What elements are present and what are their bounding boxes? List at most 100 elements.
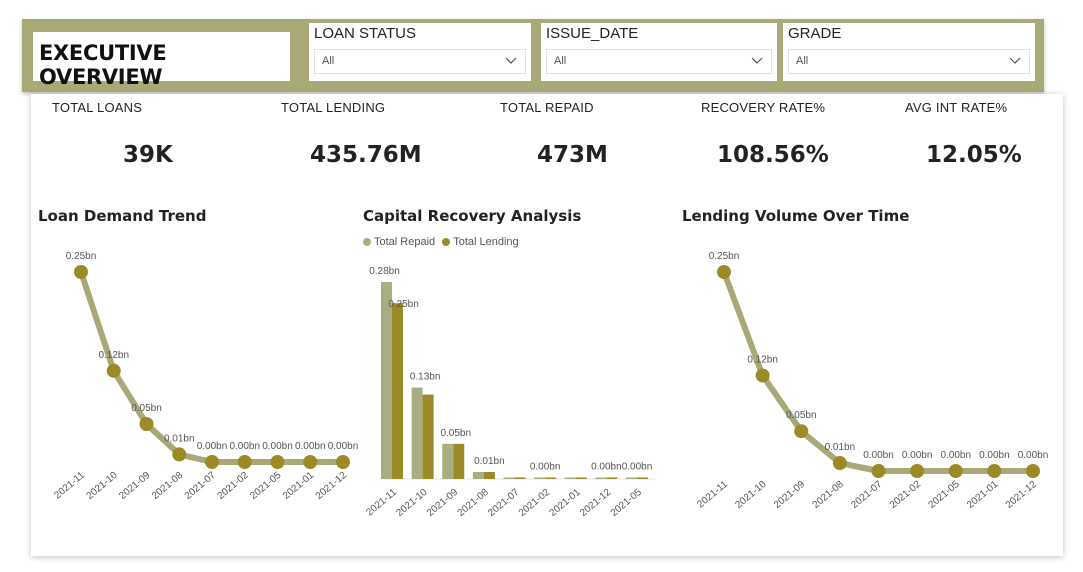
data-point[interactable]: [948, 464, 963, 478]
data-point[interactable]: [1026, 464, 1040, 478]
x-tick-label: 2021-07: [849, 479, 885, 511]
legend-item-total-repaid[interactable]: Total Repaid: [363, 236, 435, 248]
chevron-down-icon[interactable]: [1008, 53, 1022, 67]
data-label: 0.00bn: [1018, 450, 1049, 461]
data-point[interactable]: [139, 417, 154, 431]
x-tick-label: 2021-01: [281, 470, 317, 502]
data-label: 0.25bn: [66, 251, 97, 262]
x-tick-label: 2021-02: [888, 479, 924, 511]
bar[interactable]: [606, 477, 618, 480]
bar[interactable]: [564, 477, 576, 480]
bar[interactable]: [595, 477, 607, 480]
data-point[interactable]: [987, 464, 1002, 478]
grade-label: GRADE: [788, 25, 842, 42]
x-tick-label: 2021-05: [609, 487, 645, 519]
data-point[interactable]: [794, 424, 809, 439]
data-label: 0.00bn: [328, 441, 359, 452]
data-label: 0.00bn: [979, 450, 1010, 461]
kpi-avg-int-rate-value: 12.05%: [926, 142, 1022, 168]
issue-date-dropdown[interactable]: All: [546, 49, 772, 74]
x-tick-label: 2021-11: [364, 487, 399, 519]
data-label: 0.00bn: [591, 462, 622, 473]
kpi-total-lending-label: TOTAL LENDING: [281, 100, 386, 115]
x-tick-label: 2021-01: [965, 479, 1001, 511]
x-tick-label: 2021-05: [248, 470, 284, 502]
loan-demand-trend-chart: 0.25bn 2021-11 0.12bn 2021-10 0.05bn 2021-09 0…: [52, 251, 359, 502]
data-label: 0.00bn: [229, 441, 260, 452]
loan-status-dropdown[interactable]: All: [314, 49, 526, 74]
legend-item-total-lending[interactable]: Total Lending: [442, 236, 519, 248]
bar[interactable]: [411, 387, 423, 479]
data-label: 0.12bn: [98, 350, 129, 361]
x-tick-label: 2021-08: [150, 470, 186, 502]
data-point[interactable]: [717, 265, 731, 279]
grade-dropdown[interactable]: All: [788, 49, 1030, 74]
data-label: 0.00bn: [622, 462, 653, 473]
data-point[interactable]: [910, 464, 925, 478]
loan-status-value: All: [322, 55, 335, 67]
data-point[interactable]: [871, 464, 886, 478]
legend-label: Total Repaid: [374, 236, 436, 248]
title-box: EXECUTIVE OVERVIEW: [33, 32, 290, 89]
data-point[interactable]: [172, 447, 187, 462]
data-point[interactable]: [832, 456, 847, 471]
data-point[interactable]: [205, 455, 219, 469]
data-label: 0.00bn: [902, 450, 933, 461]
data-point[interactable]: [270, 455, 285, 469]
bar[interactable]: [545, 477, 557, 480]
x-tick-label: 2021-12: [578, 487, 614, 519]
bar[interactable]: [534, 477, 546, 480]
capital-recovery-title: Capital Recovery Analysis: [363, 207, 582, 225]
bar[interactable]: [575, 477, 587, 480]
data-label: 0.00bn: [295, 441, 326, 452]
x-tick-label: 2021-08: [456, 487, 492, 519]
x-tick-label: 2021-09: [425, 487, 461, 519]
x-tick-label: 2021-08: [811, 479, 847, 511]
bar[interactable]: [514, 477, 526, 480]
grade-value: All: [796, 55, 809, 67]
chevron-down-icon[interactable]: [750, 53, 764, 67]
kpi-total-repaid-label: TOTAL REPAID: [500, 100, 594, 115]
capital-recovery-chart: 2021-112021-102021-092021-082021-072021-…: [364, 266, 655, 519]
data-label: 0.01bn: [164, 433, 195, 444]
bar[interactable]: [637, 477, 648, 480]
x-tick-label: 2021-07: [183, 470, 219, 502]
data-label: 0.25bn: [388, 299, 419, 310]
data-label: 0.12bn: [747, 354, 778, 365]
bar[interactable]: [381, 282, 392, 479]
series-line: [78, 269, 346, 465]
issue-date-value: All: [554, 55, 567, 67]
x-tick-label: 2021-09: [117, 470, 153, 502]
bar[interactable]: [442, 443, 454, 479]
legend-label: Total Lending: [453, 236, 519, 248]
data-point[interactable]: [106, 363, 121, 378]
data-point[interactable]: [336, 455, 350, 469]
x-tick-label: 2021-05: [926, 479, 962, 511]
data-point[interactable]: [755, 368, 770, 383]
bar[interactable]: [503, 477, 515, 480]
x-tick-label: 2021-12: [1004, 479, 1040, 511]
bar[interactable]: [422, 394, 434, 479]
data-point[interactable]: [74, 265, 88, 279]
kpi-recovery-rate-value: 108.56%: [717, 142, 829, 168]
bar[interactable]: [392, 303, 403, 479]
data-label: 0.00bn: [940, 450, 971, 461]
issue-date-label: ISSUE_DATE: [546, 25, 639, 42]
data-label: 0.28bn: [369, 266, 400, 277]
data-point[interactable]: [237, 455, 252, 469]
bar[interactable]: [626, 477, 637, 480]
data-point[interactable]: [303, 455, 318, 469]
kpi-total-loans-value: 39K: [123, 142, 173, 168]
kpi-total-loans-label: TOTAL LOANS: [52, 100, 143, 115]
chevron-down-icon[interactable]: [504, 53, 518, 67]
grade-slicer: GRADE All: [783, 23, 1035, 81]
bar[interactable]: [472, 471, 484, 479]
data-label: 0.00bn: [863, 450, 894, 461]
x-tick-label: 2021-09: [772, 479, 808, 511]
bar[interactable]: [483, 471, 495, 479]
loan-status-slicer: LOAN STATUS All: [309, 23, 531, 81]
data-label: 0.00bn: [262, 441, 293, 452]
data-label: 0.05bn: [440, 428, 471, 439]
data-label: 0.01bn: [825, 442, 856, 453]
bar[interactable]: [453, 443, 465, 479]
